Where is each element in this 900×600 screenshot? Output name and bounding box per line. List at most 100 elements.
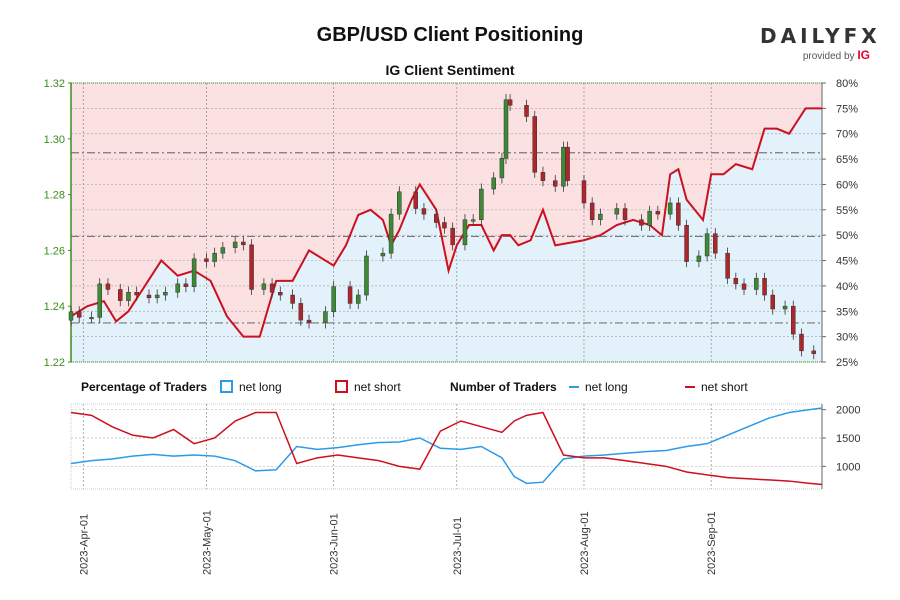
candle (421, 208, 427, 215)
candle (413, 191, 418, 209)
candle (696, 255, 702, 262)
candle (232, 241, 238, 248)
net-short-zone (71, 83, 822, 362)
candle (762, 278, 767, 296)
x-tick-label: 2023-Jul-01 (452, 517, 464, 575)
candle (532, 116, 537, 173)
candle (433, 213, 439, 223)
net-long-zone (71, 108, 822, 362)
candle (713, 233, 718, 254)
candle (581, 180, 587, 204)
ig-logo: IG (857, 48, 870, 62)
candle (191, 258, 197, 287)
candle (290, 294, 295, 304)
candle (553, 180, 558, 187)
candle (298, 303, 304, 321)
candle (667, 202, 673, 215)
net-long-line (71, 108, 822, 336)
dailyfx-logo: DAILYFX (760, 24, 881, 48)
legend-pct-title: Percentage of Traders (81, 380, 208, 394)
candle (491, 177, 496, 190)
candle (479, 188, 484, 220)
candle (507, 99, 513, 106)
candle (470, 219, 476, 222)
candle (622, 208, 628, 220)
candle (356, 294, 361, 304)
brand-logo: DAILYFX provided by IG (760, 24, 881, 62)
x-tick-label: 2023-Aug-01 (579, 511, 591, 575)
y-right-tick-label: 70% (836, 129, 858, 141)
page-title: GBP/USD Client Positioning (316, 24, 584, 46)
y-right-tick-label: 25% (836, 357, 858, 369)
x-tick-label: 2023-May-01 (201, 510, 213, 575)
candle (347, 286, 353, 304)
candle (163, 292, 168, 296)
y-right-tick-label: 45% (836, 256, 858, 268)
candle (249, 244, 254, 290)
candle (397, 191, 402, 215)
legend-pct-short: net short (335, 380, 401, 394)
candle (754, 278, 759, 290)
candle (733, 278, 739, 285)
candle (741, 283, 747, 290)
candle (175, 283, 180, 293)
candle (261, 283, 267, 290)
y-left-tick-label: 1.24 (44, 301, 65, 313)
candle (561, 146, 566, 187)
candle (76, 311, 82, 318)
candle (704, 233, 710, 257)
candle (799, 333, 804, 352)
candle (684, 225, 689, 262)
y-left-tick-label: 1.22 (44, 357, 65, 369)
y-right-tick-label: 60% (836, 179, 858, 191)
chart-subtitle: IG Client Sentiment (385, 62, 515, 78)
y-left-tick-label: 1.30 (44, 134, 65, 146)
legend-num-long: net long (569, 380, 628, 394)
net-short-line (70, 107, 822, 338)
candle (306, 319, 312, 324)
candle (676, 202, 681, 226)
candle (499, 158, 505, 179)
x-tick-label: 2023-Sep-01 (706, 511, 718, 575)
subchart-frame (70, 403, 823, 490)
legend-pct-long: net long (220, 380, 282, 394)
candle (462, 219, 468, 246)
sub-y-tick-label: 2000 (836, 405, 860, 417)
candle (791, 305, 796, 335)
y-right-tick-label: 80% (836, 78, 858, 90)
x-tick-label: 2023-Apr-01 (78, 514, 90, 575)
candle (725, 252, 730, 279)
candle (589, 202, 595, 220)
candle (183, 283, 189, 287)
candle (770, 294, 776, 310)
candle (105, 283, 111, 290)
candle (565, 146, 570, 181)
candle (331, 286, 336, 313)
traders-net-long-line (70, 407, 823, 485)
candle (146, 294, 152, 299)
legend: Percentage of Traders net long net short… (75, 380, 835, 396)
candle (614, 208, 620, 215)
candle (89, 317, 94, 320)
y-left-tick-label: 1.32 (44, 78, 65, 90)
provided-by: provided by IG (760, 48, 870, 62)
candle (278, 292, 283, 296)
legend-num-title: Number of Traders (450, 380, 557, 394)
candle (117, 289, 123, 301)
candle (524, 105, 529, 117)
y-right-tick-label: 55% (836, 205, 858, 217)
y-right-tick-label: 50% (836, 230, 858, 242)
candle (212, 252, 217, 262)
candle (655, 211, 661, 215)
candle (364, 255, 369, 296)
candle (323, 311, 328, 324)
candle (647, 211, 652, 226)
provided-by-text: provided by (802, 51, 855, 62)
candle (388, 213, 394, 254)
candle (220, 247, 226, 254)
candle (540, 172, 546, 181)
traders-net-short-line (70, 411, 823, 486)
y-left-tick-label: 1.26 (44, 245, 65, 257)
candle (811, 350, 817, 354)
